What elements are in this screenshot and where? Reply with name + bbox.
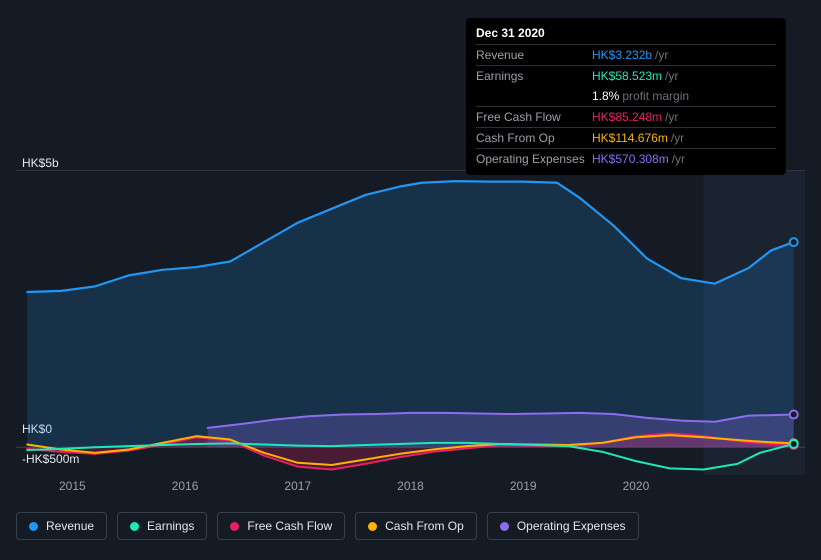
- legend-item[interactable]: Operating Expenses: [487, 512, 639, 540]
- x-axis-tick-label: 2019: [510, 479, 537, 493]
- tooltip-row: Cash From OpHK$114.676m/yr: [476, 127, 776, 148]
- y-axis-label: HK$5b: [22, 156, 59, 170]
- tooltip-row-label: [476, 87, 592, 105]
- tooltip-row-suffix: /yr: [665, 110, 678, 124]
- tooltip-row-suffix: /yr: [671, 131, 684, 145]
- tooltip-row-value: HK$570.308m/yr: [592, 150, 685, 168]
- legend-item[interactable]: Free Cash Flow: [217, 512, 345, 540]
- tooltip-row-value: HK$114.676m/yr: [592, 129, 684, 147]
- tooltip-row-value: 1.8%profit margin: [592, 87, 689, 105]
- legend-dot-icon: [230, 522, 239, 531]
- legend-item-label: Free Cash Flow: [247, 519, 332, 533]
- tooltip-row-label: Cash From Op: [476, 129, 592, 147]
- tooltip-row: Operating ExpensesHK$570.308m/yr: [476, 148, 776, 169]
- tooltip-row-suffix: profit margin: [622, 89, 689, 103]
- x-axis-tick-label: 2015: [59, 479, 86, 493]
- chart-tooltip: Dec 31 2020 RevenueHK$3.232b/yrEarningsH…: [466, 18, 786, 175]
- x-axis-tick-label: 2017: [284, 479, 311, 493]
- legend-item-label: Earnings: [147, 519, 194, 533]
- tooltip-row: 1.8%profit margin: [476, 86, 776, 106]
- x-axis-tick-label: 2018: [397, 479, 424, 493]
- tooltip-row-label: Free Cash Flow: [476, 108, 592, 126]
- tooltip-row-suffix: /yr: [665, 69, 678, 83]
- legend-dot-icon: [500, 522, 509, 531]
- tooltip-row: EarningsHK$58.523m/yr: [476, 65, 776, 86]
- x-axis-labels: 2015 2016 2017 2018 2019 2020: [16, 479, 805, 499]
- legend-item[interactable]: Revenue: [16, 512, 107, 540]
- legend-dot-icon: [368, 522, 377, 531]
- chart-svg: [16, 170, 805, 475]
- legend-item-label: Operating Expenses: [517, 519, 626, 533]
- chart-plot-area[interactable]: [16, 170, 805, 475]
- tooltip-row-value: HK$3.232b/yr: [592, 46, 668, 64]
- x-axis-tick-label: 2016: [172, 479, 199, 493]
- tooltip-row-value: HK$58.523m/yr: [592, 67, 678, 85]
- tooltip-row-value: HK$85.248m/yr: [592, 108, 678, 126]
- tooltip-row-suffix: /yr: [655, 48, 668, 62]
- tooltip-row-label: Revenue: [476, 46, 592, 64]
- legend-dot-icon: [130, 522, 139, 531]
- legend-item-label: Cash From Op: [385, 519, 464, 533]
- tooltip-row: RevenueHK$3.232b/yr: [476, 44, 776, 65]
- chart-legend: Revenue Earnings Free Cash Flow Cash From O…: [16, 512, 639, 540]
- tooltip-row-suffix: /yr: [672, 152, 685, 166]
- tooltip-row: Free Cash FlowHK$85.248m/yr: [476, 106, 776, 127]
- legend-dot-icon: [29, 522, 38, 531]
- x-axis-tick-label: 2020: [623, 479, 650, 493]
- tooltip-date: Dec 31 2020: [476, 24, 776, 44]
- legend-item[interactable]: Cash From Op: [355, 512, 477, 540]
- tooltip-row-label: Operating Expenses: [476, 150, 592, 168]
- legend-item[interactable]: Earnings: [117, 512, 207, 540]
- tooltip-row-label: Earnings: [476, 67, 592, 85]
- legend-item-label: Revenue: [46, 519, 94, 533]
